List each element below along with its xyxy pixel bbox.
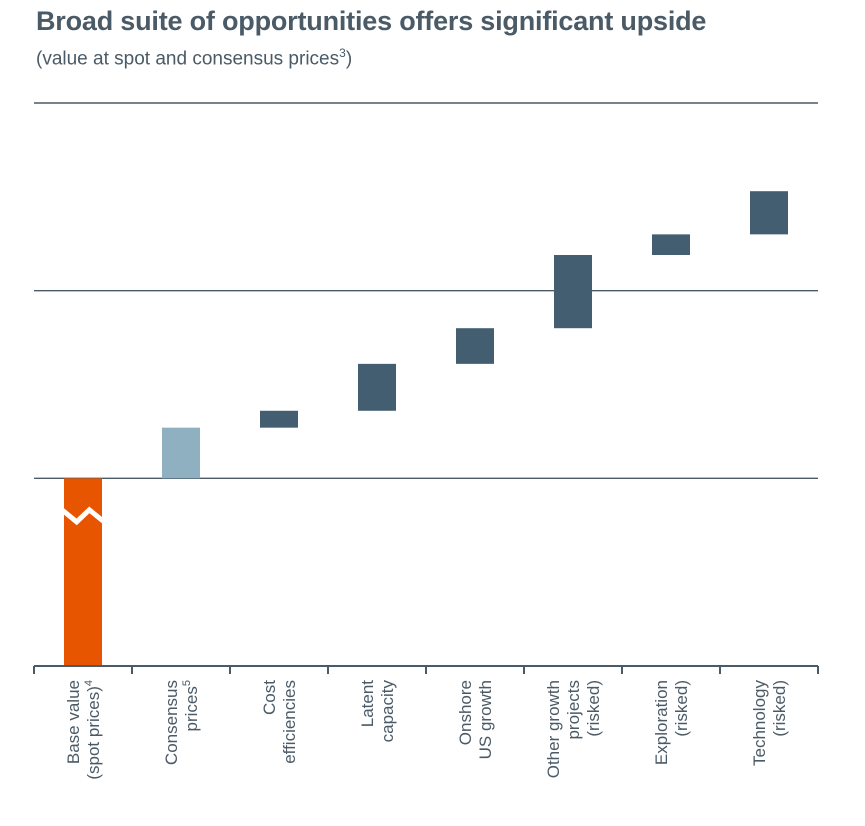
axis-break-marker: [60, 506, 106, 526]
subtitle-close: ): [345, 48, 353, 70]
category-label-3: Costefficiencies: [260, 680, 299, 764]
category-label-7: Exploration(risked): [652, 680, 691, 765]
category-label-6: Other growthprojects(risked): [544, 680, 603, 778]
bar-7: [652, 234, 690, 256]
category-label-2: Consensusprices5: [162, 680, 201, 765]
category-label-4: Latentcapacity: [358, 680, 397, 743]
bar-2: [162, 427, 200, 479]
category-label-5: OnshoreUS growth: [456, 680, 495, 759]
bar-8: [750, 191, 788, 235]
bar-5: [456, 328, 494, 364]
category-label-1: Base value(spot prices)4: [64, 680, 103, 780]
subtitle-text: (value at spot and consensus prices: [36, 48, 340, 70]
subtitle-superscript: 3: [339, 46, 346, 60]
bar-4: [358, 363, 396, 411]
category-label-8: Technology(risked): [750, 680, 789, 767]
chart-subtitle: (value at spot and consensus prices3): [36, 46, 352, 70]
bar-3: [260, 410, 298, 428]
bar-6: [554, 255, 592, 329]
chart-title: Broad suite of opportunities offers sign…: [36, 6, 707, 36]
bar-1: [64, 478, 102, 666]
